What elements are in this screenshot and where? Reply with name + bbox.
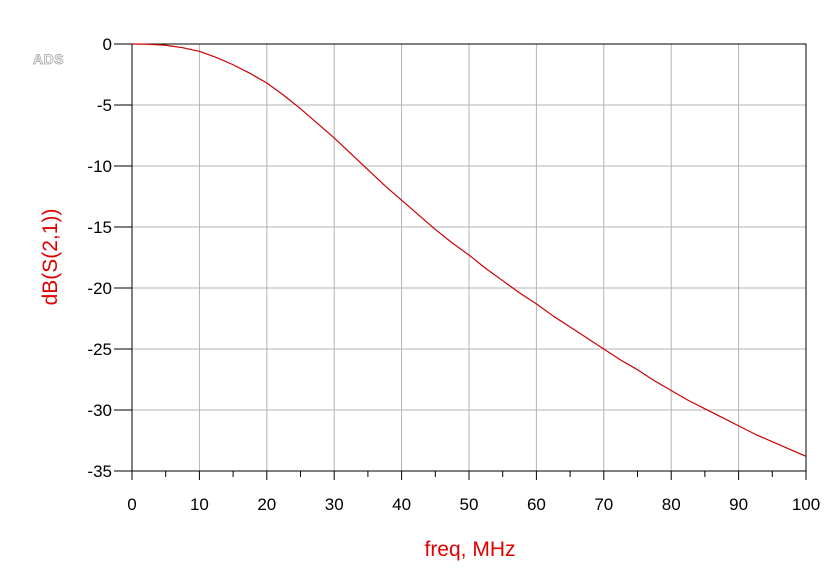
y-tick-label: -20 xyxy=(87,279,112,298)
x-tick-label: 0 xyxy=(127,495,136,514)
series-group xyxy=(131,43,807,457)
x-tick-labels: 0 10 20 30 40 50 60 70 80 90 100 xyxy=(127,495,820,514)
y-tick-label: -15 xyxy=(87,218,112,237)
x-tick-label: 30 xyxy=(325,495,344,514)
y-tick-label: -35 xyxy=(87,462,112,481)
x-tick-label: 10 xyxy=(190,495,209,514)
y-tick-label: -10 xyxy=(87,157,112,176)
grid-lines xyxy=(132,44,806,471)
y-axis-title: dB(S(2,1)) xyxy=(39,209,62,306)
y-tick-label: -30 xyxy=(87,401,112,420)
y-tick-labels: 0 -5 -10 -15 -20 -25 -30 -35 xyxy=(87,35,112,481)
y-tick-label: -25 xyxy=(87,340,112,359)
x-tick-label: 90 xyxy=(729,495,748,514)
x-tick-label: 100 xyxy=(792,495,820,514)
x-tick-label: 40 xyxy=(392,495,411,514)
x-tick-label: 80 xyxy=(662,495,681,514)
x-tick-label: 20 xyxy=(257,495,276,514)
x-axis-title: freq, MHz xyxy=(424,538,515,561)
x-tick-label: 70 xyxy=(594,495,613,514)
series-line-s21 xyxy=(131,43,807,457)
x-tick-label: 60 xyxy=(527,495,546,514)
y-tick-label: 0 xyxy=(103,35,112,54)
ads-watermark: ADS xyxy=(33,51,64,67)
y-tick-label: -5 xyxy=(97,96,112,115)
axis-ticks xyxy=(114,43,807,480)
x-tick-label: 50 xyxy=(460,495,479,514)
